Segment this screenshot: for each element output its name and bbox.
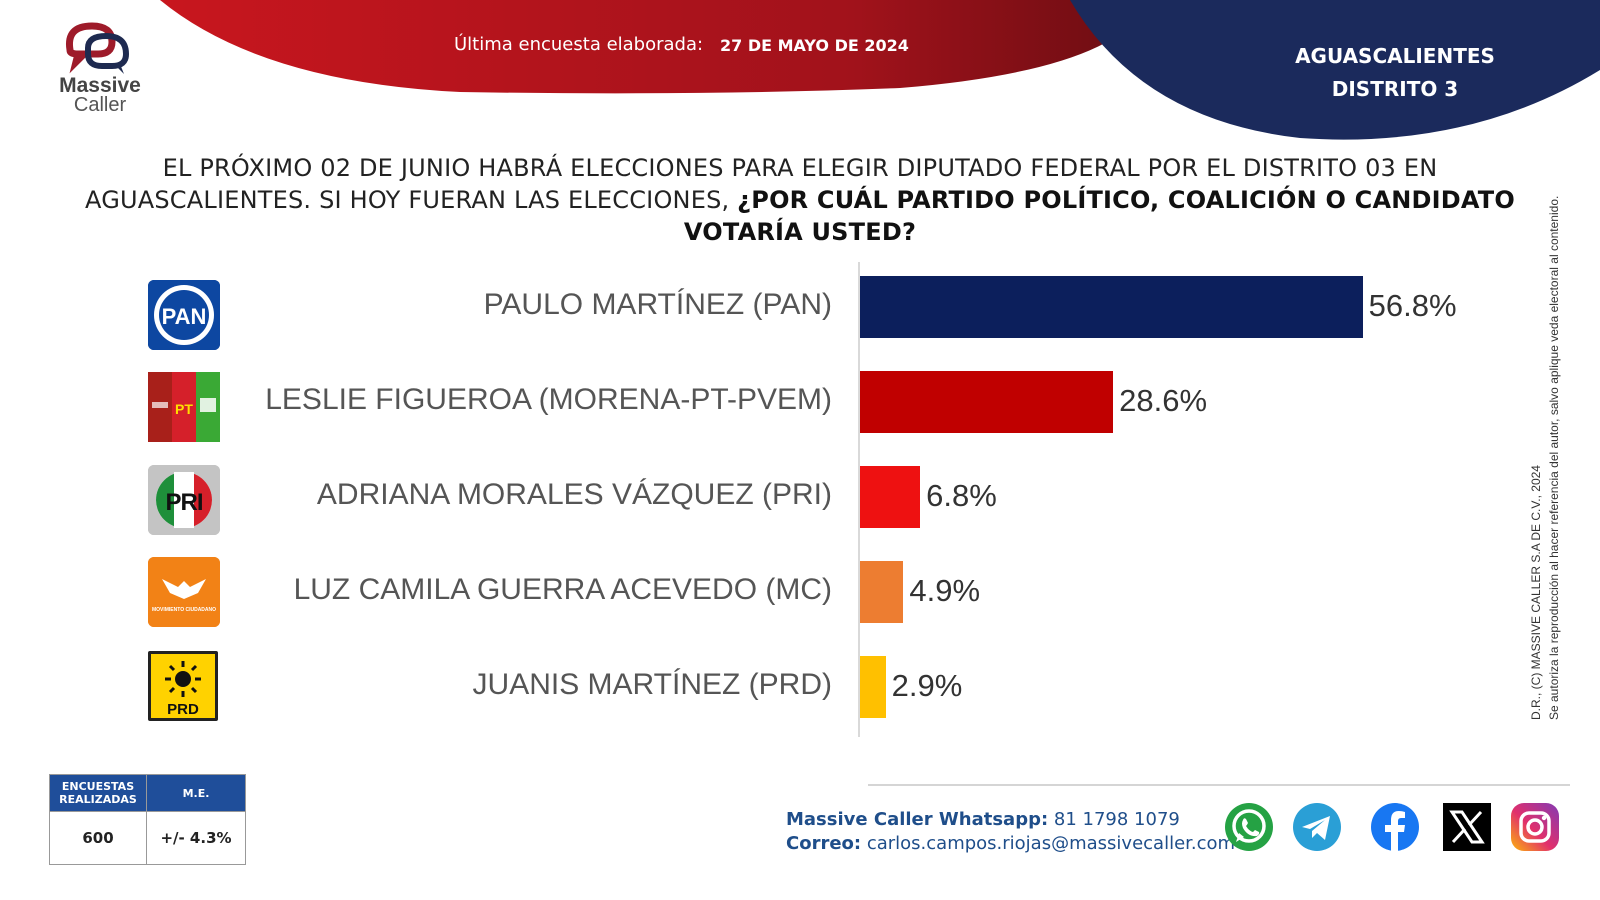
email-contact: Correo: carlos.campos.riojas@massivecall…	[786, 833, 1235, 854]
copyright-notice: D.R., (C) MASSIVE CALLER S.A DE C.V., 20…	[1528, 196, 1562, 720]
candidate-label-mc: LUZ CAMILA GUERRA ACEVEDO (MC)	[293, 573, 832, 606]
header-margin-error: M.E.	[146, 774, 246, 812]
date-label: Última encuesta elaborada:	[454, 34, 704, 55]
bar-mc	[860, 561, 904, 623]
pri-logo-text: PRI	[165, 489, 202, 516]
bar-prd	[860, 656, 886, 718]
region-state: AGUASCALIENTES	[1295, 44, 1495, 68]
candidate-label-morena: LESLIE FIGUEROA (MORENA-PT-PVEM)	[265, 383, 832, 416]
date-value: 27 DE MAYO DE 2024	[720, 36, 909, 55]
pri-logo: PRI	[148, 465, 220, 535]
coalition-logo-icon: PT	[148, 372, 220, 442]
whatsapp-label: Massive Caller Whatsapp:	[786, 809, 1049, 830]
surveys-count: 600	[49, 811, 147, 865]
mc-logo-icon: MOVIMIENTO CIUDADANO	[148, 557, 220, 627]
pan-logo: PAN	[148, 280, 220, 350]
brand-name-line2: Caller	[73, 94, 127, 116]
value-label-prd: 2.9%	[891, 668, 963, 703]
value-label-morena: 28.6%	[1119, 383, 1208, 418]
email-label: Correo:	[786, 833, 862, 854]
prd-logo-icon: PRD	[148, 651, 218, 721]
margin-error-value: +/- 4.3%	[146, 811, 246, 865]
survey-info-table: ENCUESTAS REALIZADAS M.E. 600 +/- 4.3%	[49, 774, 246, 865]
pt-logo-text: PT	[175, 401, 193, 417]
candidate-label-prd: JUANIS MARTÍNEZ (PRD)	[472, 668, 832, 701]
whatsapp-icon[interactable]	[1222, 800, 1276, 854]
brand-name-line1: Massive	[59, 74, 141, 97]
value-label-pri: 6.8%	[926, 478, 997, 513]
instagram-icon[interactable]	[1508, 800, 1562, 854]
candidate-label-pan: PAULO MARTÍNEZ (PAN)	[483, 288, 832, 321]
mc-logo-text: MOVIMIENTO CIUDADANO	[152, 607, 216, 613]
chart-axis-line	[858, 262, 860, 737]
question-emphasis: ¿POR CUÁL PARTIDO POLÍTICO, COALICIÓN O …	[683, 186, 1515, 246]
bar-pri	[860, 466, 921, 528]
email-address[interactable]: carlos.campos.riojas@massivecaller.com	[861, 833, 1236, 854]
bar-morena	[860, 371, 1114, 433]
whatsapp-number[interactable]: 81 1798 1079	[1048, 809, 1180, 830]
pan-logo-text: PAN	[162, 304, 207, 329]
survey-question: EL PRÓXIMO 02 DE JUNIO HABRÁ ELECCIONES …	[80, 152, 1520, 248]
morena-pt-pvem-logo: PT	[148, 372, 220, 442]
candidate-label-pri: ADRIANA MORALES VÁZQUEZ (PRI)	[316, 478, 832, 511]
value-label-pan: 56.8%	[1368, 288, 1457, 323]
whatsapp-contact: Massive Caller Whatsapp: 81 1798 1079	[786, 809, 1180, 830]
pri-logo-icon: PRI	[148, 465, 220, 535]
region-title: AGUASCALIENTES DISTRITO 3	[1270, 40, 1520, 106]
value-label-mc: 4.9%	[909, 573, 981, 608]
pan-logo-icon: PAN	[148, 280, 220, 350]
prd-logo-text: PRD	[167, 701, 199, 718]
question-text: EL PRÓXIMO 02 DE JUNIO HABRÁ ELECCIONES …	[85, 154, 1438, 214]
mc-logo: MOVIMIENTO CIUDADANO	[148, 557, 220, 627]
prd-logo: PRD	[148, 651, 218, 721]
region-district: DISTRITO 3	[1331, 77, 1459, 101]
massive-caller-logo-icon	[65, 22, 130, 74]
x-icon[interactable]	[1440, 800, 1494, 854]
header-surveys: ENCUESTAS REALIZADAS	[49, 774, 147, 812]
copyright-line2: Se autoriza la reproducción al hacer ref…	[1547, 195, 1561, 720]
bar-pan	[860, 276, 1363, 338]
footer-divider	[868, 784, 1570, 786]
telegram-icon[interactable]	[1290, 800, 1344, 854]
facebook-icon[interactable]	[1368, 800, 1422, 854]
copyright-line1: D.R., (C) MASSIVE CALLER S.A DE C.V., 20…	[1529, 465, 1543, 720]
